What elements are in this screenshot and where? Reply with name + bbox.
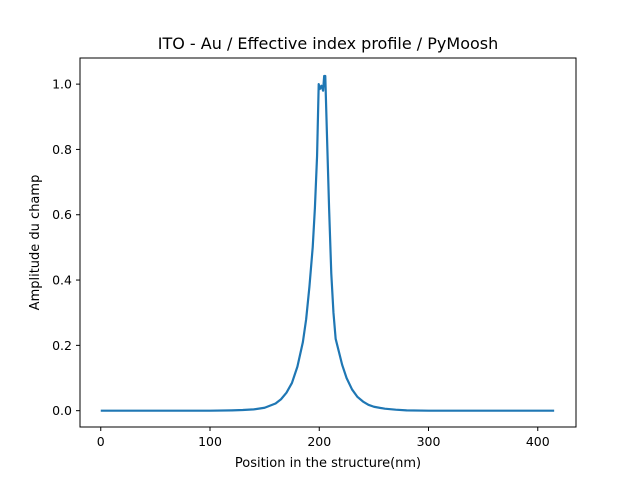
chart-title: ITO - Au / Effective index profile / PyM…	[158, 34, 499, 53]
plot-area	[100, 74, 555, 412]
x-tick-label: 0	[97, 434, 105, 449]
y-tick-label: 0.2	[52, 338, 72, 353]
y-tick-label: 0.8	[52, 142, 72, 157]
x-tick-label: 200	[307, 434, 331, 449]
y-axis-label: Amplitude du champ	[28, 175, 43, 311]
y-tick-label: 0.4	[52, 273, 72, 288]
axes-frame	[79, 57, 577, 428]
x-tick-label: 400	[526, 434, 550, 449]
x-tick-label: 100	[198, 434, 222, 449]
x-tick-label: 300	[417, 434, 441, 449]
series-line-0	[100, 74, 555, 412]
y-tick-label: 1.0	[52, 77, 72, 92]
x-axis-label: Position in the structure(nm)	[235, 456, 421, 471]
ticks: 0 100 200 300 400 0.0 0.2 0.4 0.6 0.8 1.0	[52, 77, 550, 449]
y-tick-label: 0.0	[52, 403, 72, 418]
y-tick-label: 0.6	[52, 207, 72, 222]
